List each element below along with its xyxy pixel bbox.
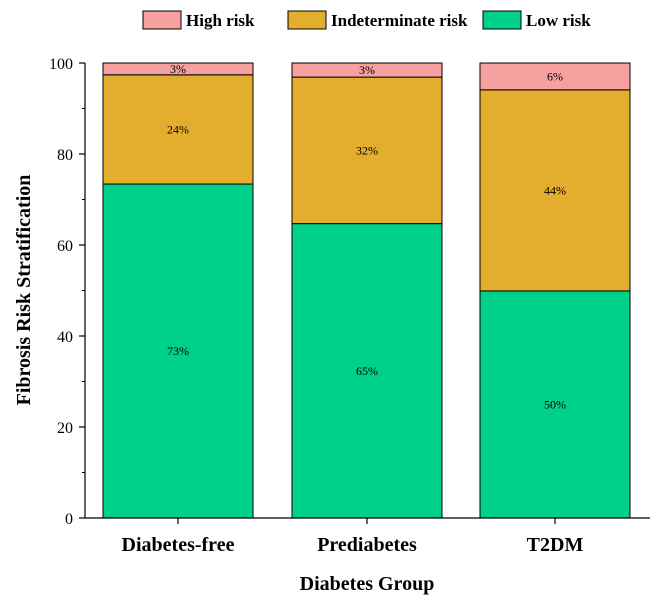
bar-t2dm-high-risk bbox=[479, 62, 631, 91]
data-label-t2dm-indeterminate-risk: 44% bbox=[544, 183, 566, 197]
bar-prediabetes-indeterminate-risk bbox=[291, 76, 443, 225]
data-labels: 73% 24% 3% 65% 32% 3% 50% 44% 6% bbox=[167, 62, 566, 412]
data-label-prediabetes-indeterminate-risk: 32% bbox=[356, 143, 378, 157]
y-tick-label-20: 20 bbox=[57, 420, 73, 437]
legend-swatch-high-risk bbox=[142, 10, 182, 30]
bar-diabetes-free-indeterminate-risk bbox=[102, 74, 254, 185]
legend-label-high-risk: High risk bbox=[186, 11, 255, 30]
x-axis-title: Diabetes Group bbox=[300, 573, 435, 595]
bar-diabetes-free-low-risk bbox=[102, 183, 254, 519]
x-ticks: Diabetes-free Prediabetes T2DM bbox=[122, 518, 584, 556]
x-tick-label-prediabetes: Prediabetes bbox=[317, 534, 417, 556]
y-tick-label-80: 80 bbox=[57, 147, 73, 164]
legend-label-indeterminate-risk: Indeterminate risk bbox=[331, 11, 468, 30]
y-axis-title: Fibrosis Risk Stratification bbox=[13, 175, 35, 406]
x-tick-label-diabetes-free: Diabetes-free bbox=[122, 534, 235, 556]
bar-t2dm-indeterminate-risk bbox=[479, 89, 631, 292]
bar-prediabetes-low-risk bbox=[291, 223, 443, 519]
y-tick-label-60: 60 bbox=[57, 238, 73, 255]
y-ticks: 0 20 40 60 80 100 bbox=[49, 56, 85, 528]
bar-prediabetes-high-risk bbox=[291, 62, 443, 78]
data-label-diabetes-free-indeterminate-risk: 24% bbox=[167, 122, 189, 136]
data-label-t2dm-low-risk: 50% bbox=[544, 397, 566, 411]
data-label-prediabetes-high-risk: 3% bbox=[359, 63, 375, 77]
data-label-prediabetes-low-risk: 65% bbox=[356, 364, 378, 378]
y-tick-label-0: 0 bbox=[65, 511, 73, 528]
data-label-t2dm-high-risk: 6% bbox=[547, 69, 563, 83]
y-tick-label-40: 40 bbox=[57, 329, 73, 346]
data-label-diabetes-free-high-risk: 3% bbox=[170, 62, 186, 76]
bars bbox=[102, 62, 631, 519]
bar-diabetes-free-high-risk bbox=[102, 62, 254, 76]
x-tick-label-t2dm: T2DM bbox=[527, 534, 584, 556]
legend-swatch-low-risk bbox=[482, 10, 522, 30]
data-label-diabetes-free-low-risk: 73% bbox=[167, 344, 189, 358]
y-tick-label-100: 100 bbox=[49, 56, 73, 73]
legend-label-low-risk: Low risk bbox=[526, 11, 591, 30]
legend: High risk Indeterminate risk Low risk bbox=[142, 10, 591, 30]
legend-swatch-indeterminate-risk bbox=[287, 10, 327, 30]
